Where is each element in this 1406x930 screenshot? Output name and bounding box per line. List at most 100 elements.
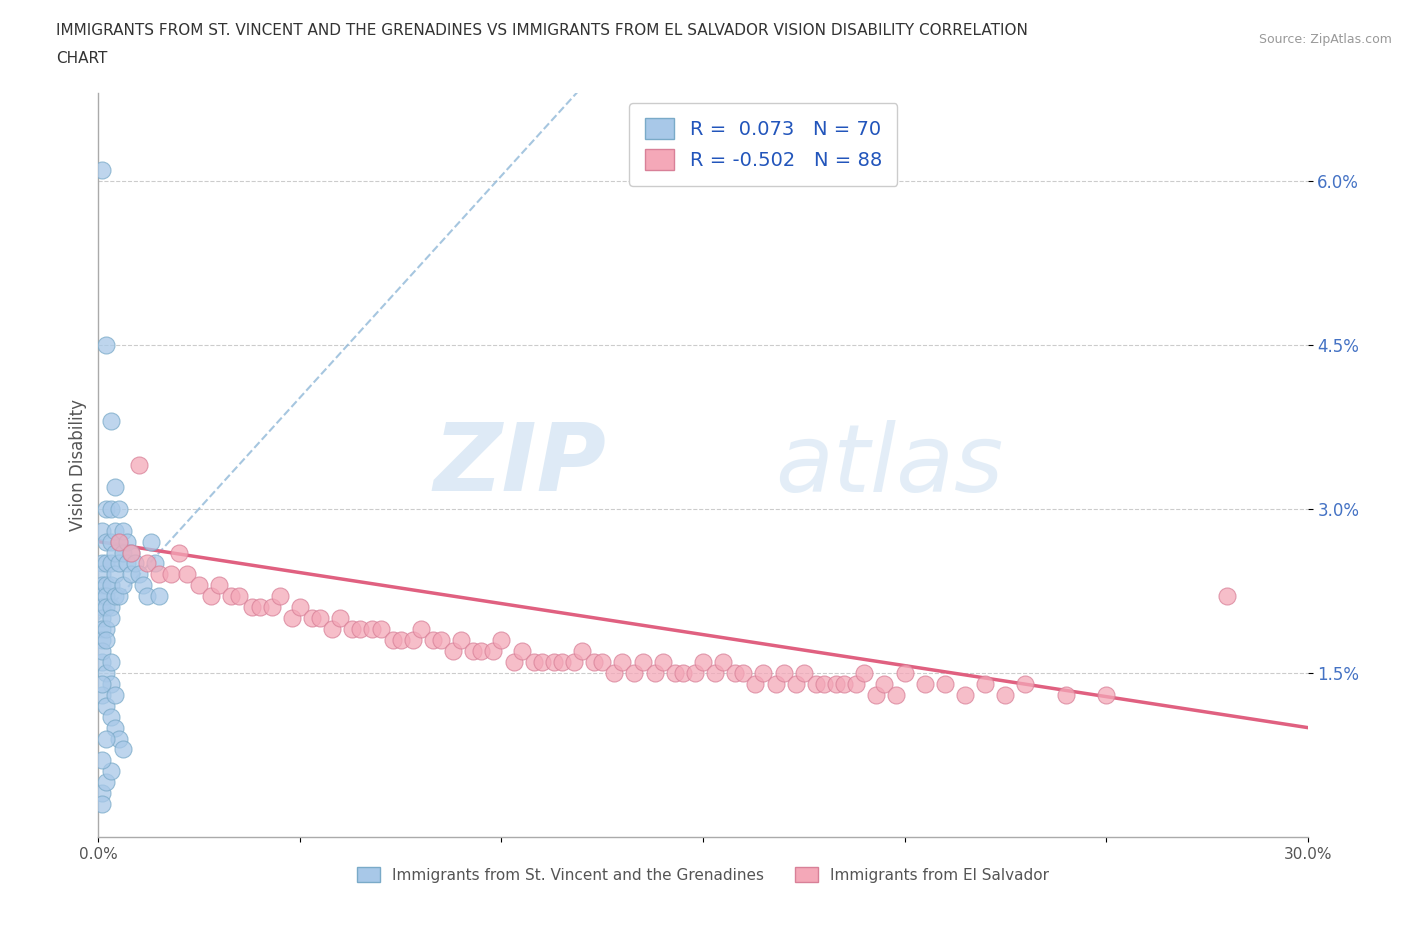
Point [115, 534, 138, 549]
Point [672, 666, 695, 681]
Point [329, 611, 352, 626]
Point [111, 742, 134, 757]
Point [422, 632, 444, 647]
Y-axis label: Vision Disability: Vision Disability [69, 399, 87, 531]
Point [103, 589, 125, 604]
Point [692, 655, 714, 670]
Point [631, 655, 654, 670]
Point [409, 621, 432, 636]
Point [91, 676, 114, 691]
Point [785, 676, 807, 691]
Point [107, 534, 129, 549]
Text: ZIP: ZIP [433, 419, 606, 511]
Point [107, 501, 129, 516]
Point [301, 611, 323, 626]
Point [100, 578, 122, 592]
Text: CHART: CHART [56, 51, 108, 66]
Point [103, 720, 125, 735]
Point [115, 556, 138, 571]
Point [724, 666, 747, 681]
Point [111, 524, 134, 538]
Point [845, 676, 868, 691]
Point [752, 666, 775, 681]
Point [772, 666, 794, 681]
Point [623, 666, 645, 681]
Point [96, 556, 118, 571]
Point [551, 655, 574, 670]
Point [813, 676, 835, 691]
Point [530, 655, 553, 670]
Point [934, 676, 956, 691]
Point [402, 632, 425, 647]
Point [100, 501, 122, 516]
Point [132, 578, 155, 592]
Point [100, 600, 122, 615]
Point [321, 621, 343, 636]
Point [148, 567, 170, 582]
Point [793, 666, 815, 681]
Point [651, 655, 673, 670]
Point [744, 676, 766, 691]
Point [135, 556, 157, 571]
Point [370, 621, 392, 636]
Point [100, 611, 122, 626]
Point [240, 600, 263, 615]
Point [1054, 687, 1077, 702]
Point [1014, 676, 1036, 691]
Point [91, 567, 114, 582]
Point [139, 534, 162, 549]
Point [733, 666, 755, 681]
Point [103, 524, 125, 538]
Point [135, 589, 157, 604]
Point [91, 611, 114, 626]
Point [994, 687, 1017, 702]
Point [430, 632, 453, 647]
Point [96, 621, 118, 636]
Point [103, 567, 125, 582]
Point [91, 632, 114, 647]
Point [886, 687, 908, 702]
Point [96, 775, 118, 790]
Point [100, 655, 122, 670]
Point [100, 764, 122, 778]
Point [120, 545, 142, 560]
Point [167, 545, 190, 560]
Point [91, 621, 114, 636]
Point [148, 589, 170, 604]
Point [562, 655, 585, 670]
Point [482, 644, 505, 658]
Point [281, 611, 304, 626]
Point [103, 545, 125, 560]
Point [200, 589, 222, 604]
Point [100, 710, 122, 724]
Point [711, 655, 734, 670]
Point [583, 655, 606, 670]
Point [603, 666, 626, 681]
Point [91, 797, 114, 812]
Point [381, 632, 404, 647]
Point [389, 632, 412, 647]
Point [96, 666, 118, 681]
Point [914, 676, 936, 691]
Point [120, 545, 142, 560]
Point [160, 567, 183, 582]
Point [591, 655, 613, 670]
Legend: Immigrants from St. Vincent and the Grenadines, Immigrants from El Salvador: Immigrants from St. Vincent and the Gren… [352, 860, 1054, 889]
Point [853, 666, 876, 681]
Text: Source: ZipAtlas.com: Source: ZipAtlas.com [1258, 33, 1392, 46]
Point [107, 731, 129, 746]
Point [91, 556, 114, 571]
Point [100, 676, 122, 691]
Point [128, 567, 150, 582]
Point [832, 676, 855, 691]
Point [1095, 687, 1118, 702]
Point [664, 666, 686, 681]
Point [450, 632, 472, 647]
Point [96, 338, 118, 352]
Point [1216, 589, 1239, 604]
Point [96, 698, 118, 713]
Point [96, 578, 118, 592]
Point [342, 621, 364, 636]
Point [188, 578, 211, 592]
Point [107, 589, 129, 604]
